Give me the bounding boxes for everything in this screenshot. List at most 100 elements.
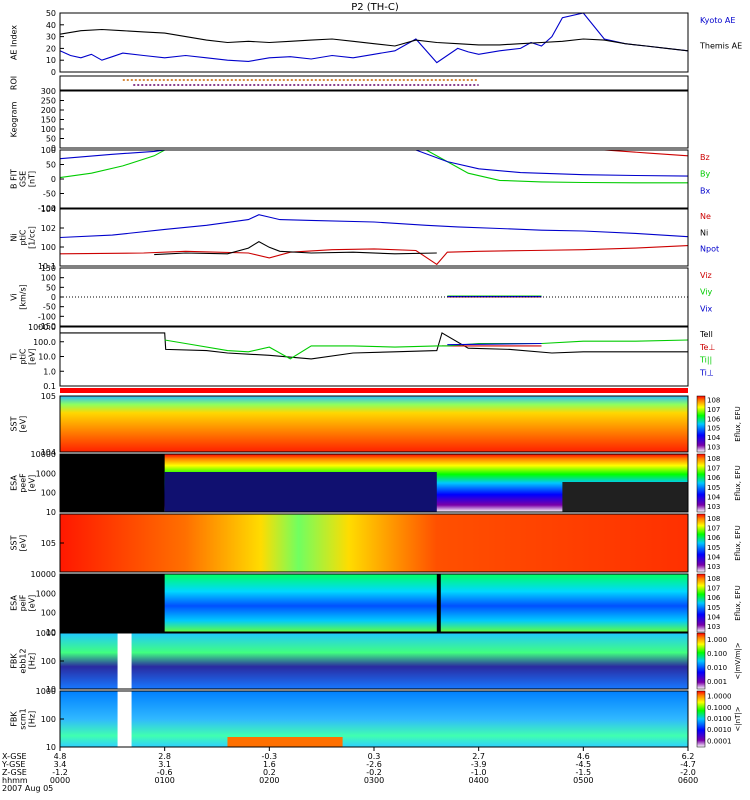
xtick-label: 0100 xyxy=(154,776,174,785)
panel-ylabel: ESA xyxy=(10,595,19,611)
xtick-label: -3.9 xyxy=(471,760,487,769)
xtick-label: -2.0 xyxy=(680,768,696,777)
ytick-label: 100 xyxy=(41,657,56,666)
colorbar-tick: 103 xyxy=(707,623,720,631)
colorbar-tick: 1.000 xyxy=(707,636,727,644)
xtick-label: 0000 xyxy=(50,776,70,785)
colorbar-tick: 104 xyxy=(707,614,721,622)
ytick-label: 20 xyxy=(46,44,56,53)
ytick-label: 150 xyxy=(41,116,56,125)
figure-title: P2 (TH-C) xyxy=(351,2,399,13)
xtick-label: 1.6 xyxy=(263,760,276,769)
ytick-label: 105 xyxy=(41,392,56,401)
ytick-label: 200 xyxy=(41,106,56,115)
ytick-label: 1000 xyxy=(36,589,56,598)
ytick-label: 10.0 xyxy=(38,353,56,362)
colorbar xyxy=(696,453,706,513)
series-line-ni-0 xyxy=(59,245,689,266)
colorbar-tick: 107 xyxy=(707,465,720,473)
ytick-label: 102 xyxy=(41,224,56,233)
xtick-label: -1.5 xyxy=(576,768,592,777)
xtick-label: -4.7 xyxy=(680,760,696,769)
legend-entry: By xyxy=(700,170,710,179)
ytick-label: 30 xyxy=(46,33,56,42)
sst-ion-spectrogram xyxy=(60,514,688,572)
colorbar-tick: 106 xyxy=(707,534,721,542)
panel-frame-keogram xyxy=(59,90,689,149)
panel-ylabel: FBK xyxy=(10,653,19,669)
xtick-label: 2.8 xyxy=(158,752,171,761)
colorbar-tick: 103 xyxy=(707,503,720,511)
ytick-label: 0 xyxy=(51,293,56,302)
colorbar-tick: 105 xyxy=(707,544,720,552)
colorbar-tick: 105 xyxy=(707,604,720,612)
fbk-efield-gap xyxy=(117,633,132,689)
ytick-label: 100 xyxy=(41,243,56,252)
ytick-label: 10 xyxy=(46,743,56,752)
xtick-label: 2.7 xyxy=(472,752,485,761)
xaxis-row-label: hhmm xyxy=(2,776,28,785)
colorbar-label: Eflux, EFU xyxy=(734,585,742,620)
fbk-efield-spectrogram xyxy=(60,633,688,689)
panel-ylabel: AE Index xyxy=(10,25,19,60)
colorbar-tick: 0.1000 xyxy=(707,704,732,712)
colorbar-tick: 104 xyxy=(707,434,721,442)
colorbar-tick: 1.0000 xyxy=(707,693,732,701)
series-line-ae-0 xyxy=(59,12,689,64)
ytick-label: 300 xyxy=(41,87,56,96)
colorbar xyxy=(696,573,706,633)
xtick-label: 0200 xyxy=(259,776,279,785)
colorbar-label: <|mV/m|> xyxy=(734,642,742,679)
ytick-label: 50 xyxy=(46,9,56,18)
panel-ylabel: [Hz] xyxy=(28,653,37,669)
ytick-label: 50 xyxy=(46,161,56,170)
date-label: 2007 Aug 05 xyxy=(2,784,53,793)
ytick-label: 100 xyxy=(41,715,56,724)
colorbar-tick: 0.010 xyxy=(707,664,727,672)
ytick-label: 104 xyxy=(41,448,56,457)
xtick-label: 4.6 xyxy=(577,752,590,761)
xtick-label: 6.2 xyxy=(682,752,695,761)
colorbar xyxy=(696,632,706,690)
panel-ylabel: peiF xyxy=(19,594,28,611)
colorbar-label: <|nT|> xyxy=(734,706,742,731)
panel-ylabel: scm1 xyxy=(19,708,28,729)
colorbar-tick: 107 xyxy=(707,406,720,414)
mode-bar xyxy=(60,388,688,393)
ytick-label: 10 xyxy=(46,56,56,65)
ytick-label: 10 xyxy=(46,628,56,637)
ytick-label: 150 xyxy=(41,264,56,273)
series-line-ti-3 xyxy=(447,342,542,346)
legend-entry: Ne xyxy=(700,212,711,221)
ytick-label: 1000 xyxy=(36,687,56,696)
ytick-label: 100 xyxy=(41,146,56,155)
ytick-label: 10 xyxy=(46,685,56,694)
colorbar-tick: 105 xyxy=(707,484,720,492)
panel-ylabel: ptiC xyxy=(19,348,28,364)
ytick-label: 0 xyxy=(51,68,56,77)
legend-entry: Vix xyxy=(700,304,713,313)
xtick-label: 3.1 xyxy=(158,760,171,769)
colorbar-tick: 108 xyxy=(707,455,720,463)
panel-ylabel: ptiC xyxy=(19,229,28,245)
legend-entry: Ti|| xyxy=(699,356,712,365)
xtick-label: -1.2 xyxy=(52,768,68,777)
colorbar-tick: 108 xyxy=(707,397,720,405)
ytick-label: 250 xyxy=(41,97,56,106)
panel-ylabel: [eV] xyxy=(28,595,37,612)
ytick-label: 1000 xyxy=(36,629,56,638)
xtick-label: 0400 xyxy=(468,776,488,785)
panel-frame-ti xyxy=(59,326,689,387)
panel-ylabel: [nT] xyxy=(28,171,37,187)
esa-ion-spectrogram xyxy=(60,574,688,632)
ytick-label: 50 xyxy=(46,135,56,144)
colorbar-tick: 103 xyxy=(707,563,720,571)
xtick-label: 0.3 xyxy=(368,752,381,761)
colorbar-label: Eflux, EFU xyxy=(734,465,742,500)
colorbar-tick: 0.0001 xyxy=(707,737,732,745)
esa-ion-gap xyxy=(436,574,441,632)
xtick-label: -0.2 xyxy=(366,768,382,777)
ytick-label: 100 xyxy=(41,125,56,134)
panel-ylabel: [km/s] xyxy=(19,284,28,310)
legend-entry: Bx xyxy=(700,186,710,195)
